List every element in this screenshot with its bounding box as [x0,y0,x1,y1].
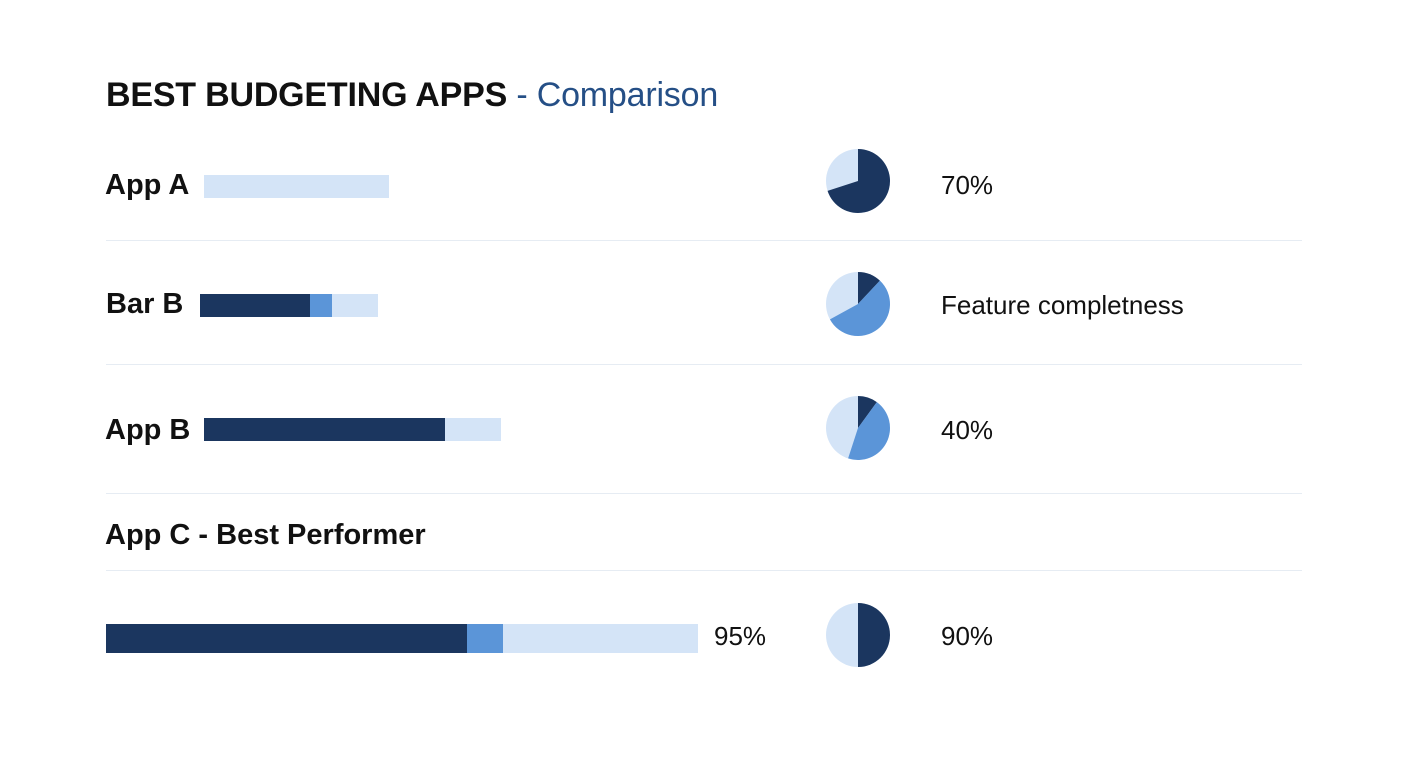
pie-slice-mid [848,402,890,460]
chart-title-main: BEST BUDGETING APPS [106,76,508,114]
bar-segment-mid [467,624,503,653]
bar-value-label: 95% [714,621,767,651]
chart-title: BEST BUDGETING APPS - Comparison [106,76,718,115]
pie-slice-dark [858,396,877,428]
bar-segment-dark [200,294,311,317]
pie-chart [826,396,890,460]
row-divider [106,570,1302,571]
bar-track [204,175,389,198]
row-label: App B [105,414,191,446]
pie-chart [826,603,890,667]
pie-value-label: 70% [941,170,994,200]
row-divider [106,240,1302,241]
pie-chart [826,149,891,213]
row-label: App C - Best Performer [105,519,426,551]
pie-value-label: 90% [941,621,994,651]
row-divider [106,493,1302,494]
row-label: Bar B [106,288,184,320]
bar-segment-mid [310,294,332,317]
pie-slice-dark [827,149,891,213]
bar-segment-dark [204,418,445,441]
chart-subtitle: - Comparison [516,76,719,114]
row-label: App A [105,169,190,201]
row-divider [106,364,1302,365]
pie-value-label: Feature completness [941,290,1184,320]
pie-chart [826,272,890,336]
bar-segment-dark [106,624,468,653]
pie-slice-mid [829,280,890,336]
pie-slice-dark [858,272,880,304]
pie-slice-dark [858,603,890,667]
pie-value-label: 40% [941,415,994,445]
